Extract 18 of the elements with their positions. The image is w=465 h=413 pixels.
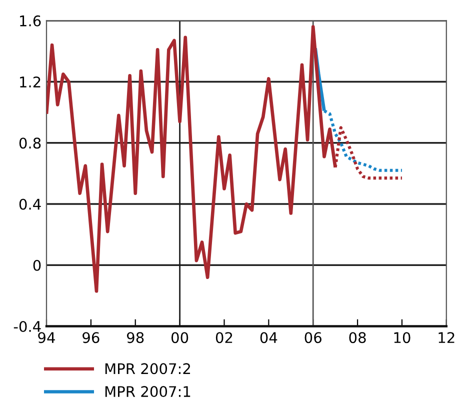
y-tick-label: 0 [33,260,41,271]
x-tick-label: 10 [394,332,410,344]
x-tick-label: 94 [38,332,55,344]
legend-label: MPR 2007:1 [105,386,190,398]
x-tick-label: 96 [82,332,100,344]
y-tick-label: 0.4 [19,198,41,210]
y-tick-label: 1.2 [20,76,40,88]
x-tick-label: 12 [438,332,454,343]
legend-label: MPR 2007:2 [105,363,190,374]
x-tick-label: 06 [304,332,322,344]
y-tick-label: 0.8 [19,138,41,149]
x-tick-label: 08 [349,332,366,344]
x-tick-label: 98 [127,332,144,344]
y-tick-label: 1.6 [20,15,41,26]
x-tick-label: 02 [216,332,232,344]
y-tick-label: -0.4 [14,320,41,332]
x-tick-label: 00 [171,332,188,344]
x-tick-label: 04 [260,332,278,344]
